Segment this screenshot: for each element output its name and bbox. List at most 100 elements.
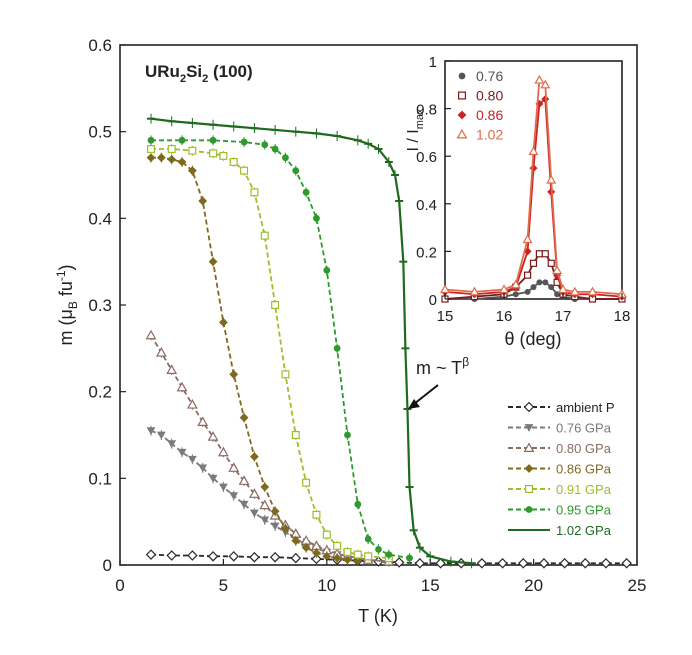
legend-entry: 0.91 GPa (508, 482, 612, 497)
data-point (238, 475, 250, 485)
series-0-95-gpa (147, 135, 413, 564)
inset-y-tick-label: 0.6 (416, 149, 437, 166)
data-point (155, 347, 167, 357)
inset-legend-entry: 0.76 (458, 68, 503, 84)
y-axis-label: m (μB fu-1) (54, 264, 80, 345)
data-point (282, 154, 289, 162)
data-point (239, 500, 249, 509)
legend-label: 0.91 GPa (556, 482, 612, 497)
inset-legend-label: 1.02 (476, 127, 503, 143)
data-point (497, 558, 508, 569)
main-plot-title: URu2Si2 (100) (145, 62, 253, 85)
legend-entry: 0.86 GPa (508, 462, 612, 477)
inset-data-point (534, 74, 545, 84)
inset-data-point (535, 250, 544, 258)
legend-marker (523, 401, 535, 413)
series-0-91-gpa (147, 144, 393, 564)
data-point (290, 552, 302, 564)
inset-data-point (547, 259, 555, 267)
y-tick-label: 0 (103, 556, 112, 575)
y-tick-label: 0.5 (88, 123, 112, 142)
inset-y-label-a: I / I (405, 129, 422, 151)
series-line (151, 156, 358, 562)
data-point (292, 167, 300, 175)
inset-data-point (587, 286, 598, 296)
series-1-02-gpa (147, 113, 476, 569)
data-point (207, 551, 219, 562)
series-line (151, 148, 389, 559)
data-point (219, 151, 228, 160)
y-label-e: ) (56, 264, 76, 270)
series-line (150, 334, 389, 563)
series-line (150, 429, 389, 563)
inset-plot-ticks: 15 16 17 18 0 0.2 0.4 0.6 0.8 1 (416, 54, 630, 325)
data-point (178, 136, 186, 144)
data-point (313, 214, 320, 222)
inset-data-point (469, 286, 480, 296)
data-point (240, 166, 249, 175)
legend-marker (524, 464, 534, 473)
data-point (197, 416, 209, 426)
data-point (354, 500, 362, 508)
data-point (291, 536, 301, 546)
inset-legend-marker (458, 72, 466, 80)
data-point (167, 145, 176, 154)
annotation-arrow-line (413, 384, 439, 405)
data-point (177, 157, 187, 167)
legend-marker (524, 424, 534, 432)
data-point (322, 530, 331, 539)
data-point (228, 551, 239, 562)
data-point (260, 516, 270, 525)
data-point (364, 552, 373, 561)
annotation-sup: β (462, 355, 469, 369)
inset-x-axis-label: θ (deg) (504, 329, 561, 349)
inset-y-tick-label: 0.4 (416, 197, 437, 214)
legend-label: 0.80 GPa (556, 441, 612, 456)
data-point (147, 145, 156, 154)
inset-legend-marker (458, 91, 467, 100)
inset-legend-marker (457, 110, 467, 120)
series-0-86-gpa (146, 152, 363, 566)
data-point (249, 551, 260, 563)
inset-plot-marks (439, 74, 628, 303)
legend-entry: 0.95 GPa (508, 503, 612, 518)
inset-data-point (557, 284, 569, 294)
data-point (476, 558, 488, 569)
data-point (146, 427, 156, 436)
legend-marker (525, 506, 533, 513)
data-point (240, 138, 248, 146)
legend-entry: ambient P (508, 400, 615, 415)
data-point (343, 547, 352, 556)
data-point (239, 413, 249, 423)
data-point (219, 483, 228, 492)
data-point (260, 482, 270, 492)
data-point (343, 555, 352, 565)
series-line (151, 139, 410, 559)
legend-label: 0.76 GPa (556, 421, 612, 436)
annotation-arrowhead (408, 399, 420, 409)
data-point (229, 158, 238, 167)
x-tick-label: 15 (421, 576, 440, 595)
inset-data-point (529, 259, 538, 267)
data-point (333, 541, 342, 550)
data-point (538, 558, 550, 569)
data-point (271, 145, 279, 153)
data-point (208, 474, 218, 483)
inset-data-point (439, 284, 451, 294)
legend: ambient P 0.76 GPa 0.80 GPa 0.86 GPa 0.91 GP… (508, 400, 615, 538)
inset-data-point (541, 250, 549, 258)
series-0-80-gpa (145, 329, 395, 567)
y-label-c: fu (56, 281, 76, 301)
data-point (375, 546, 382, 553)
x-axis-label: T (K) (358, 606, 398, 626)
legend-marker (523, 442, 535, 452)
data-point (250, 188, 259, 197)
data-point (248, 488, 260, 498)
inset-data-point (510, 279, 521, 289)
legend-label: 0.95 GPa (556, 503, 612, 518)
inset-x-tick-label: 17 (555, 308, 572, 325)
inset-data-point (522, 234, 533, 244)
data-point (187, 455, 197, 464)
